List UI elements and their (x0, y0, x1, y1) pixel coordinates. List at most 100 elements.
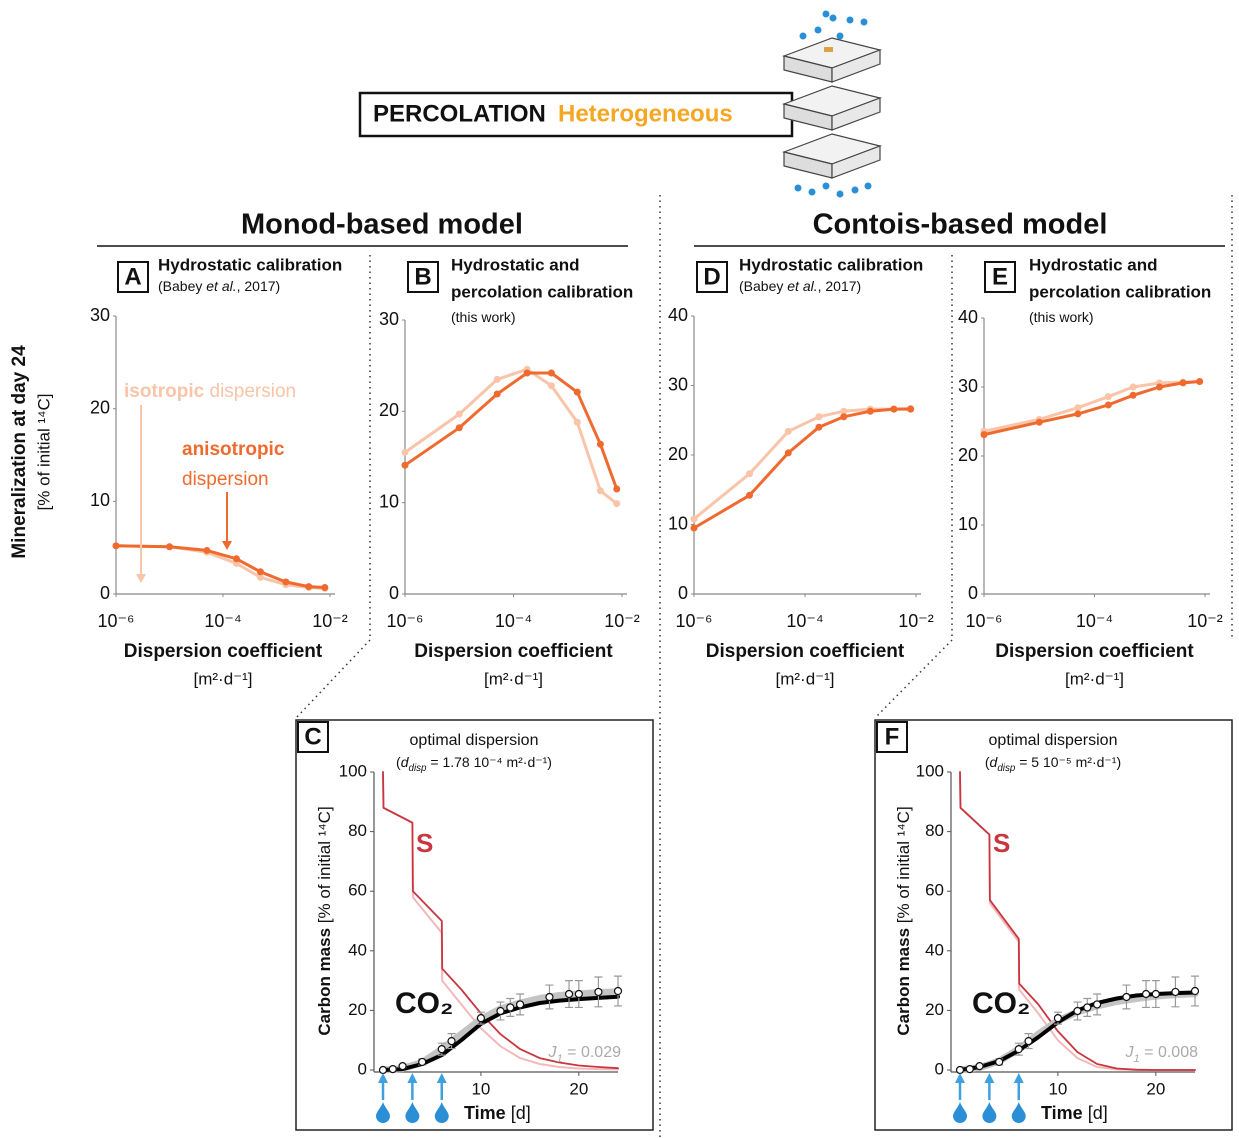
observation (506, 1003, 515, 1012)
observation (574, 989, 583, 999)
header-title: PERCOLATION (373, 100, 546, 127)
y-tick-label: 40 (958, 307, 978, 327)
y-tick-label: 0 (358, 1059, 367, 1078)
panel-letter: F (885, 723, 900, 750)
y-tick-label: 10 (90, 490, 110, 510)
x-tick-label: 10⁻² (312, 611, 348, 631)
panel-frame (874, 719, 1233, 1131)
series-line (959, 771, 1196, 1071)
data-point (401, 448, 409, 456)
observation (437, 1045, 446, 1054)
x-tick-label: 10⁻² (604, 611, 640, 631)
panel-frame (295, 719, 654, 1131)
panel-title: Hydrostatic and (451, 255, 579, 274)
x-axis-label: Dispersion coefficient (414, 641, 613, 662)
y-tick-label: 100 (916, 761, 944, 780)
fit-label-part: 1 (556, 1053, 562, 1065)
panel-note-part: (Babey (739, 278, 787, 294)
x-tick-label: 10⁻⁶ (676, 611, 713, 631)
panel-note-part: , 2017) (818, 278, 862, 294)
section-title: Monod-based model (241, 209, 523, 241)
x-axis-label: Dispersion coefficient (124, 641, 323, 662)
x-axis-label-part: [d] (506, 1103, 531, 1123)
panel-note-part: (Babey (158, 278, 206, 294)
x-tick-label: 10⁻⁴ (204, 611, 241, 631)
panel-note: (this work) (451, 309, 516, 325)
y-tick-label: 40 (348, 940, 367, 959)
data-point (866, 407, 874, 415)
y-tick-label: 60 (925, 881, 944, 900)
data-point (890, 405, 898, 413)
y-tick-label: 30 (668, 374, 688, 394)
slab (781, 85, 883, 131)
observation (594, 987, 603, 997)
data-point (401, 461, 409, 469)
panel-letter-box (696, 261, 728, 293)
observation (1141, 989, 1151, 999)
fit-label-part: J (1124, 1044, 1134, 1061)
data-point (1155, 383, 1163, 391)
y-tick-label: 80 (925, 821, 944, 840)
x-tick-label: 10⁻² (1187, 611, 1223, 631)
annotation: dispersion (182, 469, 269, 490)
section-title: Contois-based model (813, 209, 1108, 241)
data-point (166, 543, 173, 551)
x-tick-label: 10 (471, 1079, 490, 1098)
x-axis-unit: [m²·d⁻¹] (1065, 669, 1124, 688)
data-point (613, 485, 621, 493)
fit-label-part: = 0.029 (563, 1044, 621, 1061)
x-axis-label: Dispersion coefficient (995, 641, 1194, 662)
amendment-arrow-head (984, 1073, 995, 1083)
x-axis-label-part: Time (464, 1103, 506, 1123)
data-point (784, 449, 792, 457)
observation (515, 1000, 525, 1009)
header-subtitle: Heterogeneous (558, 100, 733, 127)
y-tick-label: 0 (968, 583, 978, 603)
x-axis-unit: [m²·d⁻¹] (193, 669, 252, 688)
arrow-head (136, 574, 146, 583)
water-drop (405, 1102, 420, 1123)
panel-note-part: et al. (206, 278, 236, 294)
x-axis-unit: [m²·d⁻¹] (775, 669, 834, 688)
water-drop (982, 1102, 997, 1123)
zoom-line (295, 639, 371, 719)
y-tick-label: 20 (668, 444, 688, 464)
panel-note-part: disp (997, 763, 1016, 774)
arrow-head (222, 541, 232, 550)
data-point (613, 500, 621, 508)
slab (781, 133, 883, 179)
x-tick-label: 10⁻⁶ (98, 611, 135, 631)
data-point (746, 491, 753, 499)
data-point (1129, 391, 1137, 399)
y-axis-label-part: [% of initial ¹⁴C] (894, 806, 913, 928)
panel-letter: A (124, 263, 141, 290)
co2-label: CO₂ (972, 987, 1030, 1020)
fit-label: J1 = 0.029 (547, 1044, 621, 1065)
series-line (983, 380, 1200, 437)
y-tick-label: 0 (100, 583, 110, 603)
x-tick-label: 10⁻⁴ (495, 611, 532, 631)
data-point (112, 542, 120, 550)
y-axis-label-part: Carbon mass (894, 928, 913, 1036)
header-box (358, 91, 794, 138)
panel-letter-box (297, 721, 329, 753)
series-line (404, 371, 619, 490)
observation (1083, 1003, 1092, 1012)
data-point (256, 568, 264, 576)
observation (496, 1006, 505, 1016)
x-tick-label: 20 (569, 1079, 588, 1098)
amendment-arrow-head (407, 1073, 418, 1083)
co2-label: CO₂ (395, 987, 453, 1020)
panel-letter: B (414, 263, 431, 290)
x-tick-label: 10⁻² (898, 611, 934, 631)
data-point (1035, 418, 1043, 426)
s-label: S (993, 828, 1010, 858)
y-axis-label-part: [% of initial ¹⁴C] (315, 806, 334, 928)
y-tick-label: 20 (379, 400, 399, 420)
series-line (983, 380, 1200, 433)
data-point (690, 515, 698, 523)
panel-letter: E (992, 263, 1008, 290)
data-point (493, 390, 501, 398)
panel-title: Hydrostatic calibration (739, 255, 923, 274)
panel-note-part: (this work) (1029, 309, 1094, 325)
